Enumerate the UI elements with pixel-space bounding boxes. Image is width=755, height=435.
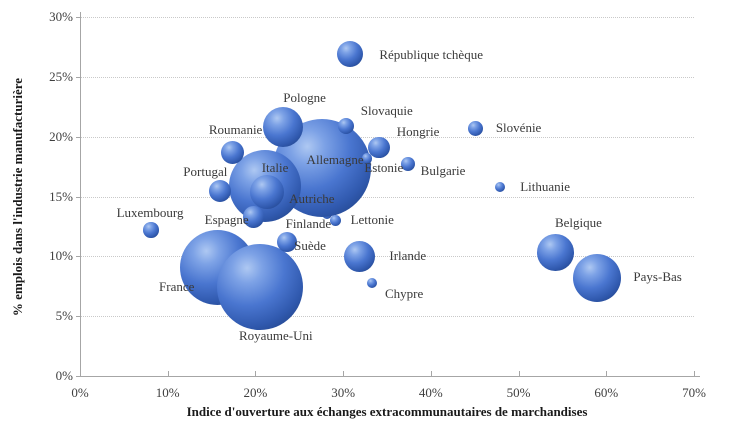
- x-tick-30: [343, 371, 345, 376]
- y-tick-15: [76, 196, 80, 198]
- x-tick-20: [255, 371, 257, 376]
- x-axis-title: Indice d'ouverture aux échanges extracom…: [186, 404, 588, 419]
- gridline-y-10: [80, 256, 694, 258]
- country-label-espagne: Espagne: [204, 211, 249, 227]
- y-tick-label-25: 25%: [49, 68, 73, 84]
- y-tick-label-30: 30%: [49, 9, 73, 24]
- y-axis-line: [80, 12, 81, 376]
- gridline-y-5: [80, 316, 694, 318]
- y-axis-title: % emplois dans l'industrie manufacturièr…: [10, 77, 25, 317]
- country-label-italie: Italie: [261, 159, 289, 175]
- x-tick-label-50: 50%: [506, 385, 531, 400]
- bubble-irlande: [344, 240, 376, 273]
- x-tick-0: [80, 371, 81, 376]
- y-tick-5: [76, 316, 80, 318]
- country-label-autriche: Autriche: [289, 190, 335, 206]
- bubble-espagne: [242, 206, 265, 228]
- bubble-pologne: [262, 107, 303, 148]
- country-label-roumanie: Roumanie: [208, 122, 263, 138]
- country-label-portugal: Portugal: [183, 163, 228, 179]
- country-label-luxembourg: Luxembourg: [116, 205, 184, 220]
- country-label-lithuanie: Lithuanie: [520, 178, 571, 194]
- gridline-y-15: [80, 196, 694, 198]
- bubble-lithuanie: [494, 181, 506, 193]
- country-label-france: France: [159, 279, 195, 295]
- x-axis-line: [76, 376, 700, 377]
- country-label-chypre: Chypre: [384, 285, 424, 301]
- x-tick-label-0: 0%: [71, 385, 89, 400]
- gridline-y-30: [80, 17, 694, 18]
- country-label-slovenie: Slovénie: [495, 120, 542, 136]
- country-label-lettonie: Lettonie: [350, 212, 394, 228]
- y-tick-30: [76, 17, 80, 18]
- y-tick-label-0: 0%: [55, 368, 73, 383]
- x-tick-70: [694, 371, 695, 376]
- y-tick-25: [76, 76, 80, 78]
- bubble-lettonie: [329, 214, 341, 226]
- x-tick-10: [167, 371, 169, 376]
- bubble-slovaquie: [337, 117, 354, 134]
- bubble-chypre: [367, 277, 378, 288]
- gridline-y-20: [80, 136, 694, 138]
- bubble-royaume-uni: [216, 244, 303, 331]
- x-tick-label-10: 10%: [155, 385, 180, 400]
- country-label-estonie: Estonie: [364, 160, 404, 176]
- bubble-republique-tcheque: [337, 41, 364, 68]
- country-label-finlande: Finlande: [285, 216, 332, 232]
- bubble-autriche: [249, 174, 284, 209]
- x-tick-label-30: 30%: [331, 385, 356, 400]
- y-tick-label-15: 15%: [49, 188, 73, 204]
- bubble-hongrie: [368, 136, 390, 159]
- bubble-luxembourg: [143, 222, 159, 238]
- country-label-republique-tcheque: République tchèque: [379, 47, 483, 63]
- bubble-bulgarie: [400, 156, 416, 172]
- country-label-belgique: Belgique: [554, 214, 602, 230]
- country-label-slovaquie: Slovaquie: [360, 102, 413, 118]
- country-label-suede: Suède: [294, 237, 326, 253]
- y-tick-label-5: 5%: [55, 308, 73, 324]
- bubble-belgique: [537, 234, 574, 272]
- country-label-pays-bas: Pays-Bas: [633, 268, 682, 284]
- country-label-allemagne: Allemagne: [306, 151, 364, 167]
- country-label-hongrie: Hongrie: [396, 124, 440, 140]
- bubble-slovenie: [468, 120, 484, 136]
- y-tick-20: [76, 136, 80, 138]
- y-tick-label-10: 10%: [49, 248, 73, 264]
- x-tick-label-60: 60%: [594, 385, 619, 400]
- x-tick-40: [430, 371, 432, 376]
- bubble-estonie: [361, 152, 373, 164]
- bubble-roumanie: [221, 140, 245, 164]
- country-label-bulgarie: Bulgarie: [420, 163, 466, 179]
- country-label-royaume-uni: Royaume-Uni: [238, 328, 313, 344]
- y-tick-10: [76, 256, 80, 258]
- bubble-portugal: [209, 179, 232, 202]
- y-tick-0: [76, 376, 80, 377]
- x-tick-60: [606, 371, 608, 376]
- x-tick-50: [518, 371, 520, 376]
- y-tick-label-20: 20%: [49, 128, 73, 144]
- x-tick-label-20: 20%: [243, 385, 268, 400]
- country-label-pologne: Pologne: [283, 90, 326, 106]
- country-label-irlande: Irlande: [389, 248, 427, 264]
- x-tick-label-40: 40%: [418, 385, 443, 400]
- bubble-pays-bas: [572, 253, 621, 302]
- bubble-suede: [277, 231, 297, 252]
- gridline-y-25: [80, 76, 694, 78]
- x-tick-label-70: 70%: [682, 385, 706, 400]
